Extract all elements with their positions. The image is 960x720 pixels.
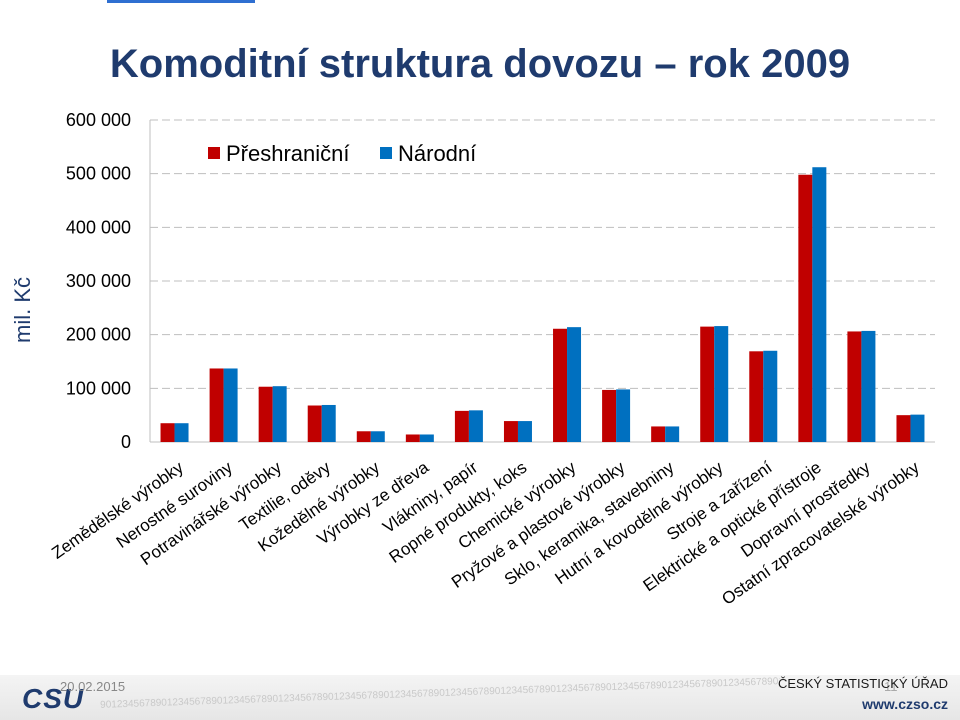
bar	[174, 423, 189, 442]
bar	[896, 415, 911, 442]
bar	[861, 330, 876, 442]
bar	[812, 167, 827, 442]
legend-swatch	[380, 147, 392, 159]
y-tick-label: 300 000	[66, 271, 131, 291]
bar	[616, 389, 631, 442]
bar	[307, 405, 322, 442]
bar-chart: 0 100 000 200 000 300 000 400 000 500 000 600 …	[10, 110, 935, 609]
page-number: 11	[884, 679, 898, 694]
y-tick-label: 600 000	[66, 110, 131, 130]
bar	[468, 410, 483, 442]
bar	[405, 434, 420, 442]
bar	[454, 410, 469, 442]
y-tick-label: 400 000	[66, 217, 131, 237]
legend-label: Národní	[398, 141, 476, 166]
bar	[665, 426, 680, 442]
bar	[517, 421, 532, 442]
bar	[223, 368, 238, 442]
bar	[714, 326, 729, 442]
organization-name: ČESKÝ STATISTICKÝ ÚŘAD	[778, 676, 948, 691]
bar	[272, 386, 287, 442]
bar	[258, 386, 273, 442]
bar	[209, 368, 224, 442]
footer-date: 20.02.2015	[60, 679, 126, 694]
y-tick-label: 200 000	[66, 325, 131, 345]
legend-label: Přeshraniční	[226, 141, 350, 166]
csu-logo: CSU	[22, 683, 85, 714]
bar	[419, 434, 434, 442]
y-tick-label: 500 000	[66, 164, 131, 184]
bar	[160, 423, 175, 442]
bar	[602, 389, 617, 442]
y-axis-label: mil. Kč	[10, 277, 35, 343]
bar	[356, 431, 371, 442]
bar	[553, 328, 568, 442]
bar	[847, 331, 862, 442]
bar	[370, 431, 385, 442]
website-link[interactable]: www.czso.cz	[862, 696, 948, 712]
y-tick-label: 0	[121, 432, 131, 452]
y-tick-label: 100 000	[66, 378, 131, 398]
legend-swatch	[208, 147, 220, 159]
bar	[321, 404, 336, 442]
bar	[910, 414, 925, 442]
bar	[700, 326, 715, 442]
bar	[651, 426, 666, 442]
bar	[763, 350, 778, 442]
bar	[798, 174, 813, 443]
chart-title: Komoditní struktura dovozu – rok 2009	[109, 42, 851, 86]
bar	[503, 421, 518, 442]
footer-band	[0, 675, 960, 720]
bar	[749, 351, 764, 442]
bar	[567, 327, 582, 442]
top-accent-bar	[107, 0, 255, 3]
